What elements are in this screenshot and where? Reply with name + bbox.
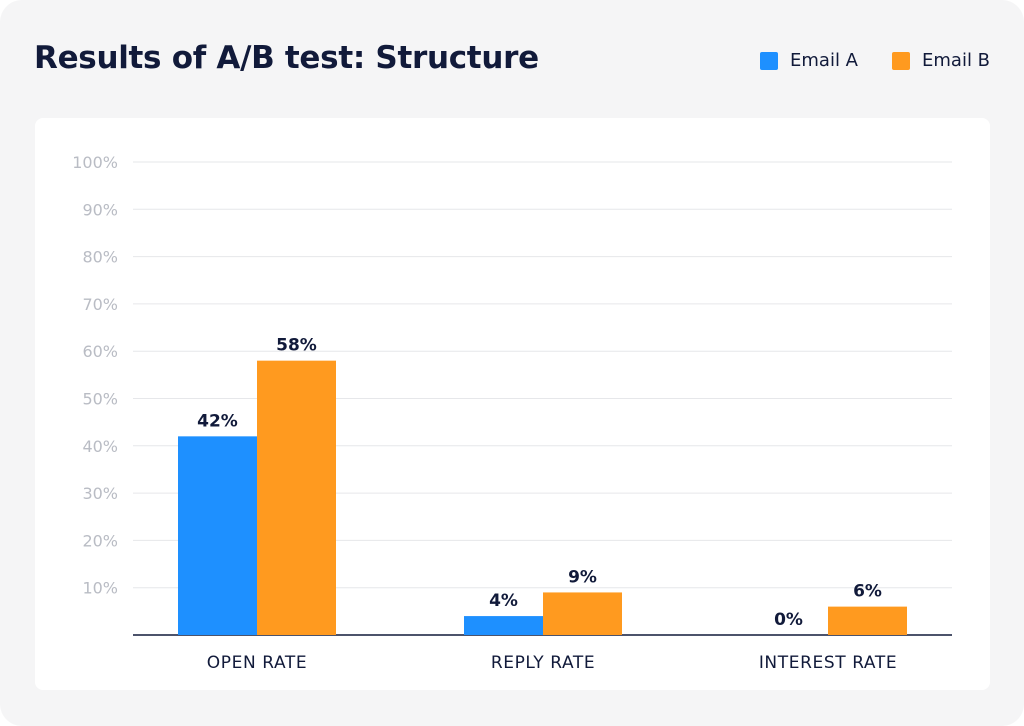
y-tick-label: 100% <box>72 153 118 172</box>
y-tick-label: 80% <box>82 248 118 267</box>
y-tick-label: 10% <box>82 579 118 598</box>
data-label: 0% <box>774 610 803 630</box>
y-tick-label: 40% <box>82 437 118 456</box>
bar <box>178 436 257 635</box>
legend-item-email-a: Email A <box>760 50 858 71</box>
data-label: 6% <box>853 582 882 602</box>
data-label: 4% <box>489 591 518 611</box>
data-label: 42% <box>197 411 238 431</box>
legend-swatch-email-b <box>892 51 910 70</box>
x-tick-label: REPLY RATE <box>491 653 595 673</box>
legend-label-email-a: Email A <box>790 50 858 71</box>
y-tick-label: 90% <box>82 200 118 219</box>
legend-swatch-email-a <box>760 51 778 70</box>
legend-label-email-b: Email B <box>922 50 991 71</box>
legend-item-email-b: Email B <box>892 50 990 71</box>
y-tick-label: 30% <box>82 484 118 503</box>
chart-title: Results of A/B test: Structure <box>34 40 539 76</box>
bar <box>828 606 907 635</box>
y-tick-label: 60% <box>82 342 118 361</box>
data-label: 58% <box>276 336 317 356</box>
bar <box>543 592 622 635</box>
bar <box>257 360 336 635</box>
y-tick-label: 20% <box>82 531 118 550</box>
legend: Email A Email B <box>0 50 1024 80</box>
y-tick-label: 70% <box>82 295 118 314</box>
y-tick-label: 50% <box>82 390 118 409</box>
data-label: 9% <box>568 567 597 587</box>
x-tick-label: OPEN RATE <box>207 653 307 673</box>
x-tick-label: INTEREST RATE <box>759 653 897 673</box>
bar <box>464 616 543 635</box>
